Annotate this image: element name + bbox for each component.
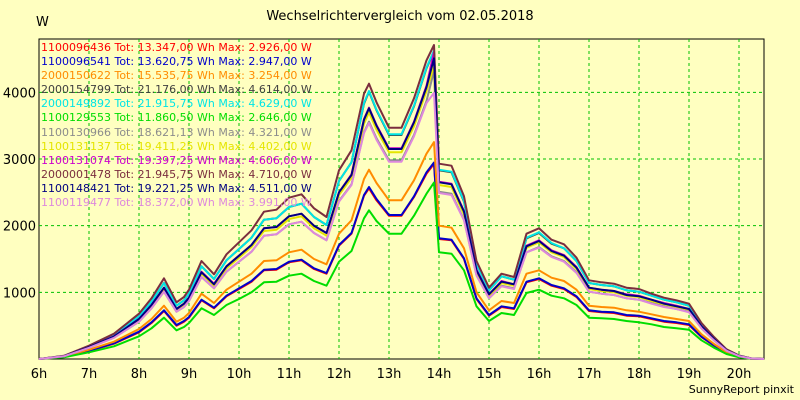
y-tick-label: 2000 [3,220,36,235]
x-tick-label: 19h [677,367,702,382]
x-tick-label: 15h [477,367,502,382]
x-tick-label: 9h [181,367,198,382]
x-tick-label: 17h [577,367,602,382]
x-tick-label: 10h [227,367,252,382]
legend-entry-1100096541: 1100096541 Tot: 13.620,75 Wh Max: 2.947,… [41,55,312,69]
x-tick-label: 12h [327,367,352,382]
series-line-1100129553 [38,181,765,360]
legend-entry-1100130966: 1100130966 Tot: 18.621,13 Wh Max: 4.321,… [41,125,312,139]
y-tick-label: 4000 [3,86,36,101]
chart-title: Wechselrichtervergleich vom 02.05.2018 [266,9,534,24]
legend-entry-1100148421: 1100148421 Tot: 19.221,25 Wh Max: 4.511,… [41,181,312,195]
x-tick-label: 11h [277,367,302,382]
x-tick-label: 8h [131,367,148,382]
y-tick-label: 1000 [3,286,36,301]
legend-entry-1100131074: 1100131074 Tot: 19.397,25 Wh Max: 4.606,… [41,153,312,167]
series-line-2000001478 [38,44,765,360]
legend-entry-1100096436: 1100096436 Tot: 13.347,00 Wh Max: 2.926,… [41,41,312,54]
x-tick-label: 20h [727,367,752,382]
x-tick-label: 6h [31,367,48,382]
x-tick-label: 18h [627,367,652,382]
legend-entry-1100119477: 1100119477 Tot: 18.372,00 Wh Max: 3.991,… [41,196,312,210]
x-tick-label: 13h [377,367,402,382]
legend-entry-2000150622: 2000150622 Tot: 15.535,75 Wh Max: 3.254,… [41,69,312,83]
legend-entry-2000154799: 2000154799 Tot: 21.176,00 Wh Max: 4.614,… [41,83,312,97]
x-tick-label: 14h [427,367,452,382]
series-line-2000149892 [38,49,765,360]
series-line-1100119477 [38,91,765,360]
legend-entry-2000149892: 2000149892 Tot: 21.915,75 Wh Max: 4.629,… [41,97,312,111]
legend-entry-1100129553: 1100129553 Tot: 11.860,50 Wh Max: 2.646,… [41,111,312,125]
legend-entry-1100131137: 1100131137 Tot: 19.411,25 Wh Max: 4.402,… [41,139,312,153]
x-tick-label: 16h [527,367,552,382]
series-line-2000150622 [38,141,765,360]
series-line-1100148421 [38,57,765,360]
y-tick-label: 3000 [3,153,36,168]
y-axis-label: W [36,15,49,30]
footer-credit: SunnyReport pinxit [688,383,794,396]
legend-entry-2000001478: 2000001478 Tot: 21.945,75 Wh Max: 4.710,… [41,167,312,181]
x-tick-label: 7h [81,367,98,382]
series-line-1100096541 [38,161,765,360]
legend: 1100096436 Tot: 13.347,00 Wh Max: 2.926,… [41,41,312,210]
